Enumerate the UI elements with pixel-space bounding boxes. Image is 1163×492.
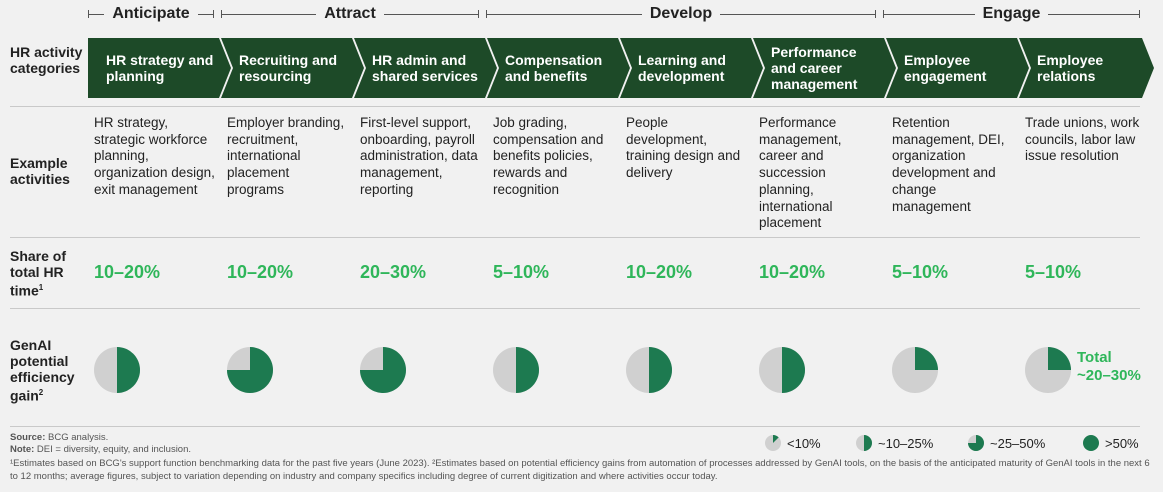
category-chevron: HR strategy and planning (88, 38, 231, 98)
category-chevron: Employee engagement (886, 38, 1029, 98)
example-activities: Retention management, DEI, organization … (892, 115, 1005, 214)
example-activities: First-level support, onboarding, payroll… (360, 115, 478, 197)
pie-slice (1048, 347, 1071, 370)
pie-slice (360, 347, 406, 393)
source-text: BCG analysis. (48, 432, 109, 443)
efficiency-pie (493, 347, 539, 393)
category-label: HR strategy and planning (106, 52, 214, 84)
example-activities: People development, training design and … (626, 115, 741, 181)
category-label: HR admin and shared services (372, 52, 478, 84)
phase-label: Engage (982, 5, 1041, 22)
pie-slice (915, 347, 938, 370)
example-activities: Trade unions, work councils, labor law i… (1025, 115, 1140, 164)
category-chevron: Performance and career management (753, 38, 896, 98)
phase-label: Attract (324, 5, 376, 22)
legend-label: ~25–50% (990, 435, 1046, 451)
legend-item: ~25–50% (968, 435, 1045, 451)
phase-attract: Attract (221, 4, 479, 24)
legend-item: >50% (1083, 435, 1139, 451)
pie-slice (968, 435, 984, 451)
example-activities: Performance management, career and succe… (759, 115, 842, 231)
share-value: 10–20% (759, 262, 826, 282)
legend-item: <10% (765, 435, 821, 451)
source-notes: Source: BCG analysis. Note: DEI = divers… (10, 432, 191, 456)
pie-slice (773, 435, 779, 443)
genai-label-footnote: 2 (38, 388, 44, 397)
pie-slice (649, 347, 672, 393)
share-value: 20–30% (360, 262, 427, 282)
category-chevron: Employee relations (1019, 38, 1154, 98)
phase-develop: Develop (486, 4, 876, 24)
share-value: 5–10% (493, 262, 550, 282)
divider (10, 426, 1140, 427)
example-activities: Job grading, compensation and benefits p… (493, 115, 604, 197)
category-chevron: Compensation and benefits (487, 38, 630, 98)
total-label: Total (1077, 349, 1112, 366)
total-value: ~20–30% (1077, 367, 1141, 384)
legend-item: ~10–25% (856, 435, 933, 451)
category-chevron: Recruiting and resourcing (221, 38, 364, 98)
phase-engage: Engage (883, 4, 1141, 24)
legend-label: >50% (1105, 435, 1139, 451)
pie-background (1083, 435, 1099, 451)
efficiency-pie (227, 347, 273, 393)
genai-label-text: GenAI potential efficiency gain (10, 337, 75, 404)
efficiency-pie (94, 347, 140, 393)
category-chevron: HR admin and shared services (354, 38, 497, 98)
category-label: Recruiting and resourcing (239, 52, 338, 84)
example-activities: HR strategy, strategic workforce plannin… (94, 115, 215, 197)
pie-slice (117, 347, 140, 393)
share-value: 5–10% (1025, 262, 1082, 282)
share-value: 10–20% (94, 262, 161, 282)
note-text: DEI = diversity, equity, and inclusion. (36, 444, 192, 455)
category-label: Learning and development (638, 52, 726, 84)
legend-label: ~10–25% (878, 435, 934, 451)
share-value: 10–20% (626, 262, 693, 282)
category-label: Employee engagement (904, 52, 987, 84)
share-value: 5–10% (892, 262, 949, 282)
pie-slice (864, 435, 872, 451)
share-value: 10–20% (227, 262, 294, 282)
pie-slice (782, 347, 805, 393)
category-chevron: Learning and development (620, 38, 763, 98)
row-label-genai: GenAI potential efficiency gain2 (10, 337, 90, 404)
divider (10, 106, 1140, 107)
share-label-text: Share of total HR time (10, 248, 67, 299)
divider (10, 308, 1140, 309)
pie-slice (516, 347, 539, 393)
divider (10, 237, 1140, 238)
efficiency-pie (892, 347, 938, 393)
share-label-footnote: 1 (38, 283, 44, 292)
total-gain: Total ~20–30% (1077, 349, 1141, 385)
phase-label: Develop (649, 5, 713, 22)
source-label: Source: (10, 432, 46, 443)
row-label-categories: HR activity categories (10, 44, 83, 76)
example-activities: Employer branding, recruitment, internat… (227, 115, 345, 197)
efficiency-pie (360, 347, 406, 393)
pie-slice (227, 347, 273, 393)
category-label: Performance and career management (771, 44, 858, 92)
phase-anticipate: Anticipate (88, 4, 214, 24)
phase-label: Anticipate (112, 5, 190, 22)
efficiency-pie (626, 347, 672, 393)
phase-header: Anticipate Attract Develop Engage (88, 4, 1141, 24)
legend-label: <10% (787, 435, 821, 451)
note-label: Note: (10, 444, 35, 455)
row-label-examples: Example activities (10, 155, 70, 187)
category-label: Compensation and benefits (505, 52, 603, 84)
efficiency-pie (1025, 347, 1071, 393)
efficiency-pie (759, 347, 805, 393)
category-label: Employee relations (1037, 52, 1104, 84)
row-label-share: Share of total HR time1 (10, 248, 85, 299)
footnotes: ¹Estimates based on BCG's support functi… (10, 458, 1150, 482)
